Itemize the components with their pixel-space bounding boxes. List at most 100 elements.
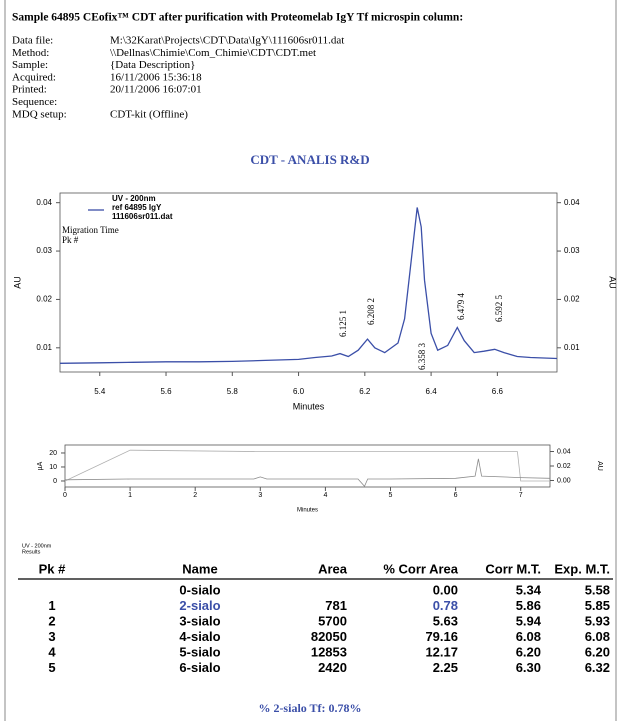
plot-frame	[59, 192, 558, 373]
x-tick-label: 6.4	[426, 387, 438, 396]
x-tick-label: 5	[389, 492, 393, 499]
x-tick-label: 3	[258, 492, 262, 499]
y-tick-label: 10	[49, 464, 57, 471]
table-cell: 79.16	[425, 629, 458, 644]
table-cell: 6.20	[516, 644, 541, 659]
table-cell: 2.25	[433, 660, 458, 675]
table-caption: UV - 200nm	[22, 543, 52, 549]
y2-tick-label: 0.02	[564, 295, 580, 304]
x-tick-label: 6.0	[293, 387, 305, 396]
table-cell: 6.32	[585, 660, 610, 675]
legend-note: Migration Time	[62, 225, 119, 235]
peak-label: 6.592 5	[494, 295, 504, 323]
field-label: Data file:	[12, 35, 53, 47]
table-cell: 5	[48, 660, 55, 675]
x-tick-label: 5.4	[94, 387, 106, 396]
y2-tick-label: 0.03	[564, 246, 580, 255]
field-label: Sample:	[12, 59, 48, 71]
table-cell: 6.20	[585, 644, 610, 659]
column-header: Name	[182, 561, 217, 576]
table-cell: 4-sialo	[179, 629, 220, 644]
x-tick-label: 6	[454, 492, 458, 499]
table-cell: 0.78	[433, 598, 458, 613]
table-cell: 0-sialo	[179, 582, 220, 597]
column-header: Corr M.T.	[485, 561, 541, 576]
y2-tick-label: 0.00	[557, 477, 571, 484]
x-tick-label: 5.8	[227, 387, 239, 396]
field-value: 20/11/2006 16:07:01	[110, 84, 202, 96]
x-tick-label: 2	[193, 492, 197, 499]
peak-label: 6.479 4	[456, 293, 466, 321]
column-header: Area	[318, 561, 348, 576]
table-cell: 82050	[311, 629, 347, 644]
table-cell: 4	[48, 644, 56, 659]
y2-axis-label: AU	[608, 276, 618, 289]
x-tick-label: 7	[519, 492, 523, 499]
table-cell: 5700	[318, 613, 347, 628]
field-label: Sequence:	[12, 96, 57, 108]
table-cell: 781	[325, 598, 347, 613]
peak-label: 6.208 2	[366, 298, 376, 325]
field-label: MDQ setup:	[12, 108, 67, 120]
table-cell: 5.58	[585, 582, 610, 597]
table-cell: 5.63	[433, 613, 458, 628]
summary: % 2-sialo Tf: 0.78%	[258, 701, 361, 715]
x-tick-label: 0	[63, 492, 67, 499]
x-tick-label: 6.2	[359, 387, 371, 396]
field-value: {Data Description}	[110, 59, 195, 71]
table-cell: 5.93	[585, 613, 610, 628]
table-cell: 5.34	[516, 582, 542, 597]
y-axis-label: µA	[37, 461, 44, 470]
y-axis-label: AU	[12, 276, 22, 289]
table-cell: 3	[48, 629, 55, 644]
legend-note: Pk #	[62, 235, 79, 245]
legend-label: ref 64895 IgY	[112, 203, 162, 212]
y-tick-label: 20	[49, 450, 57, 457]
y-tick-label: 0.02	[36, 295, 52, 304]
legend-label: 111606sr011.dat	[112, 212, 173, 221]
table-cell: 5.86	[516, 598, 541, 613]
series-line	[64, 458, 551, 488]
report-title: Sample 64895 CEofix™ CDT after purificat…	[12, 12, 463, 24]
legend-label: UV - 200nm	[112, 194, 156, 203]
y-tick-label: 0.04	[36, 198, 52, 207]
table-cell: 5.85	[585, 598, 610, 613]
series-line	[64, 449, 550, 482]
report-subtitle: CDT - ANALIS R&D	[250, 152, 369, 167]
table-cell: 6-sialo	[179, 660, 220, 675]
field-label: Method:	[12, 47, 49, 59]
y-tick-label: 0.03	[36, 246, 52, 255]
field-value: CDT-kit (Offline)	[110, 108, 188, 120]
table-cell: 3-sialo	[179, 613, 220, 628]
y2-tick-label: 0.02	[557, 463, 571, 470]
column-header: % Corr Area	[383, 561, 458, 576]
y2-axis-label: AU	[596, 461, 603, 471]
column-header: Exp. M.T.	[554, 561, 610, 576]
table-cell: 6.30	[516, 660, 541, 675]
y2-tick-label: 0.01	[564, 343, 580, 352]
series-line	[59, 207, 558, 364]
table-cell: 6.08	[585, 629, 610, 644]
table-cell: 5-sialo	[179, 644, 220, 659]
peak-label: 6.125 1	[338, 310, 348, 337]
x-tick-label: 6.6	[492, 387, 504, 396]
table-cell: 12.17	[425, 644, 458, 659]
table-cell: 6.08	[516, 629, 541, 644]
column-header: Pk #	[39, 561, 67, 576]
x-tick-label: 5.6	[160, 387, 172, 396]
peak-label: 6.358 3	[417, 343, 427, 371]
y-tick-label: 0	[53, 478, 57, 485]
field-label: Printed:	[12, 84, 47, 96]
table-cell: 2-sialo	[179, 598, 220, 613]
x-tick-label: 4	[323, 492, 327, 499]
x-axis-label: Minutes	[293, 401, 325, 411]
table-cell: 12853	[311, 644, 347, 659]
table-cell: 2420	[318, 660, 347, 675]
table-cell: 5.94	[516, 613, 542, 628]
field-value: \\Dellnas\Chimie\Com_Chimie\CDT\CDT.met	[110, 47, 316, 59]
x-axis-label: Minutes	[297, 508, 318, 514]
table-cell: 2	[48, 613, 55, 628]
field-value: M:\32Karat\Projects\CDT\Data\IgY\111606s…	[110, 35, 344, 47]
table-cell: 1	[48, 598, 55, 613]
